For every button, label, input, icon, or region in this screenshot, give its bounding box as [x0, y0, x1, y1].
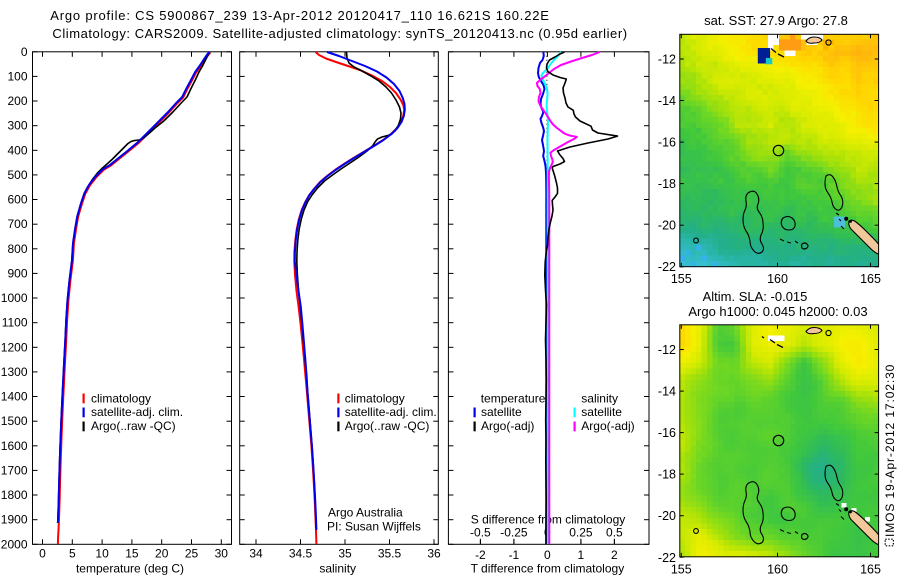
svg-text:1900: 1900 [1, 513, 28, 527]
svg-text:T difference from climatology: T difference from climatology [471, 562, 625, 576]
svg-text:salinity: salinity [581, 391, 618, 405]
svg-text:salinity: salinity [319, 562, 356, 576]
svg-text:temperature: temperature [481, 391, 546, 405]
svg-text:1: 1 [578, 548, 585, 562]
svg-text:165: 165 [860, 272, 881, 286]
svg-text:600: 600 [7, 193, 27, 207]
svg-text:160: 160 [767, 563, 788, 577]
svg-text:100: 100 [7, 69, 27, 83]
svg-text:IMOS 19-Apr-2012 17:02:30: IMOS 19-Apr-2012 17:02:30 [883, 364, 897, 537]
svg-text:Argo profile: CS 5900867_239 1: Argo profile: CS 5900867_239 13-Apr-2012… [50, 8, 549, 23]
svg-text:satellite: satellite [581, 405, 622, 419]
svg-text:Argo(-adj): Argo(-adj) [481, 419, 534, 433]
svg-text:climatology: climatology [345, 391, 405, 405]
svg-text:Argo(..raw -QC): Argo(..raw -QC) [345, 419, 430, 433]
svg-text:36: 36 [427, 547, 441, 561]
svg-text:1800: 1800 [1, 488, 28, 502]
svg-text:2: 2 [611, 548, 618, 562]
svg-text:200: 200 [7, 94, 27, 108]
svg-text:Argo(..raw -QC): Argo(..raw -QC) [91, 419, 176, 433]
svg-text:700: 700 [7, 217, 27, 231]
svg-text:400: 400 [7, 143, 27, 157]
svg-text:-2: -2 [475, 548, 486, 562]
svg-text:15: 15 [125, 547, 139, 561]
svg-text:Argo h1000: 0.045 h2000: 0.03: Argo h1000: 0.045 h2000: 0.03 [688, 304, 867, 319]
svg-text:satellite-adj. clim.: satellite-adj. clim. [91, 405, 183, 419]
svg-text:1100: 1100 [2, 316, 28, 330]
svg-text:-0.5: -0.5 [470, 526, 491, 540]
svg-text:34: 34 [249, 547, 263, 561]
svg-text:165: 165 [860, 563, 881, 577]
svg-text:800: 800 [7, 242, 27, 256]
svg-text:Climatology: CARS2009. Satelli: Climatology: CARS2009. Satellite-adjuste… [52, 26, 627, 41]
svg-text:sat. SST: 27.9 Argo: 27.8: sat. SST: 27.9 Argo: 27.8 [704, 13, 848, 28]
svg-text:25: 25 [185, 547, 199, 561]
svg-text:1400: 1400 [1, 390, 28, 404]
svg-text:-20: -20 [658, 509, 676, 523]
svg-text:-12: -12 [658, 343, 676, 357]
svg-text:160: 160 [767, 272, 788, 286]
svg-text:35.5: 35.5 [378, 547, 402, 561]
svg-text:1200: 1200 [1, 340, 28, 354]
svg-text:20: 20 [155, 547, 169, 561]
svg-text:35: 35 [338, 547, 352, 561]
svg-text:-22: -22 [658, 260, 676, 274]
svg-text:0.25: 0.25 [569, 526, 593, 540]
svg-text:satellite: satellite [481, 405, 522, 419]
svg-text:Argo(-adj): Argo(-adj) [581, 419, 634, 433]
svg-text:temperature (deg C): temperature (deg C) [76, 562, 184, 576]
svg-text:0: 0 [21, 45, 28, 59]
svg-text:Altim. SLA: -0.015: Altim. SLA: -0.015 [703, 289, 808, 304]
svg-text:-16: -16 [658, 136, 676, 150]
svg-text:-18: -18 [658, 468, 676, 482]
svg-text:1700: 1700 [1, 463, 28, 477]
svg-text:climatology: climatology [91, 391, 151, 405]
svg-text:5: 5 [69, 547, 76, 561]
svg-text:300: 300 [7, 119, 27, 133]
svg-text:0: 0 [39, 547, 46, 561]
svg-text:-0.25: -0.25 [500, 526, 528, 540]
svg-text:satellite-adj. clim.: satellite-adj. clim. [345, 405, 437, 419]
svg-text:-1: -1 [509, 548, 520, 562]
svg-text:155: 155 [671, 272, 692, 286]
svg-text:-14: -14 [658, 385, 676, 399]
svg-text:0.5: 0.5 [606, 526, 623, 540]
svg-text:-18: -18 [658, 177, 676, 191]
svg-text:1500: 1500 [1, 414, 28, 428]
svg-text:-22: -22 [658, 551, 676, 565]
svg-text:10: 10 [95, 547, 109, 561]
svg-text:-16: -16 [658, 426, 676, 440]
svg-text:1600: 1600 [1, 439, 28, 453]
svg-text:500: 500 [7, 168, 27, 182]
svg-text:34.5: 34.5 [289, 547, 313, 561]
svg-text:30: 30 [215, 547, 229, 561]
svg-text:-12: -12 [658, 53, 676, 67]
svg-text:PI: Susan Wijffels: PI: Susan Wijffels [327, 520, 421, 534]
svg-text:900: 900 [7, 266, 27, 280]
svg-text:2000: 2000 [1, 537, 28, 551]
svg-text:155: 155 [671, 563, 692, 577]
svg-text:Argo Australia: Argo Australia [328, 506, 403, 520]
svg-text:-14: -14 [658, 94, 676, 108]
svg-text:1300: 1300 [1, 365, 28, 379]
svg-text:0: 0 [544, 548, 551, 562]
svg-text:1000: 1000 [1, 291, 28, 305]
svg-text:-20: -20 [658, 219, 676, 233]
